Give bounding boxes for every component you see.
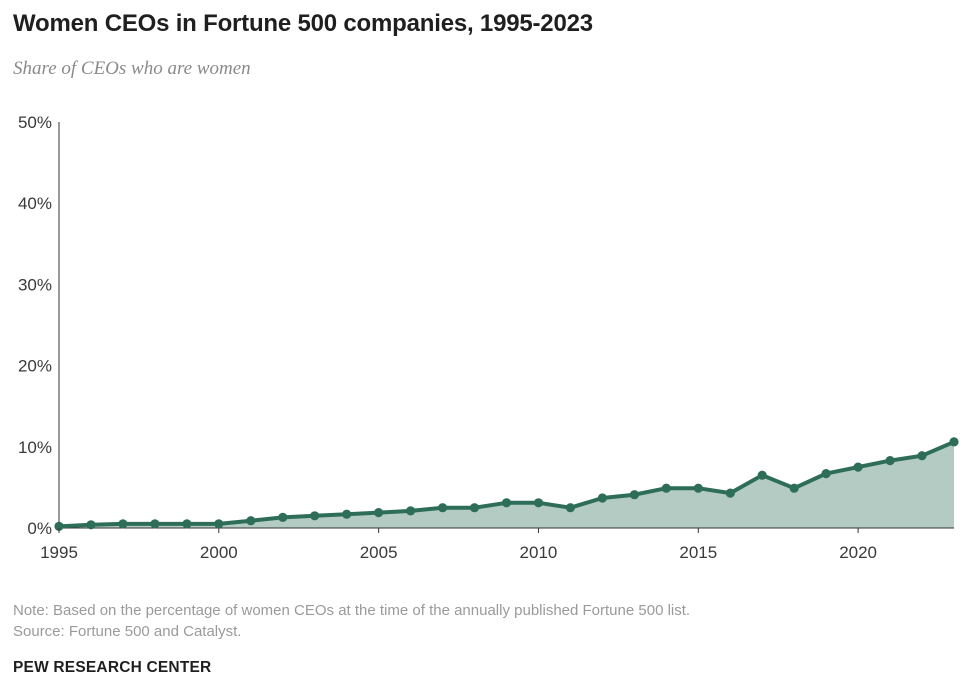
y-tick-label: 0% bbox=[27, 519, 52, 538]
x-tick-label: 1995 bbox=[40, 543, 78, 562]
data-point-2006 bbox=[406, 506, 416, 516]
data-point-2002 bbox=[278, 512, 288, 522]
data-point-2021 bbox=[885, 456, 895, 466]
x-tick-label: 2000 bbox=[200, 543, 238, 562]
data-point-2016 bbox=[725, 488, 735, 498]
chart-notes: Note: Based on the percentage of women C… bbox=[13, 600, 690, 642]
data-point-2015 bbox=[693, 483, 703, 493]
source-text: Source: Fortune 500 and Catalyst. bbox=[13, 623, 242, 640]
data-point-2008 bbox=[469, 503, 480, 513]
data-point-2009 bbox=[501, 498, 512, 508]
data-point-2011 bbox=[565, 503, 576, 513]
data-point-2003 bbox=[310, 511, 320, 521]
data-point-2014 bbox=[661, 483, 671, 493]
data-point-1996 bbox=[86, 520, 96, 530]
y-tick-label: 10% bbox=[18, 438, 52, 457]
data-point-2001 bbox=[246, 516, 256, 526]
brand-label: PEW RESEARCH CENTER bbox=[13, 659, 212, 676]
chart-title: Women CEOs in Fortune 500 companies, 199… bbox=[13, 10, 593, 37]
data-point-2005 bbox=[374, 508, 384, 518]
data-point-2017 bbox=[757, 470, 767, 480]
y-tick-label: 20% bbox=[18, 357, 52, 376]
data-point-2013 bbox=[629, 490, 640, 500]
x-tick-label: 2010 bbox=[520, 543, 558, 562]
data-point-1997 bbox=[118, 519, 128, 529]
data-point-2000 bbox=[214, 519, 224, 529]
y-tick-label: 50% bbox=[18, 113, 52, 132]
data-point-2010 bbox=[533, 498, 544, 508]
data-point-2019 bbox=[821, 469, 831, 479]
data-point-1999 bbox=[182, 519, 192, 529]
line-area-chart: 0% 10% 20% 30% 40% 50% 1995 2000 2005 2010 2015 202… bbox=[18, 113, 959, 562]
note-text: Note: Based on the percentage of women C… bbox=[13, 602, 691, 619]
data-point-1998 bbox=[150, 519, 160, 529]
y-tick-label: 40% bbox=[18, 194, 52, 213]
y-tick-label: 30% bbox=[18, 275, 52, 294]
data-point-2018 bbox=[789, 483, 799, 493]
data-point-1995 bbox=[54, 521, 64, 531]
data-point-2012 bbox=[597, 493, 608, 503]
chart-subtitle: Share of CEOs who are women bbox=[13, 58, 251, 79]
x-tick-label: 2005 bbox=[360, 543, 398, 562]
data-point-2020 bbox=[853, 462, 863, 472]
x-tick-label: 2020 bbox=[839, 543, 877, 562]
area-fill bbox=[59, 441, 954, 528]
x-tick-label: 2015 bbox=[679, 543, 717, 562]
data-point-2023 bbox=[949, 437, 959, 447]
data-point-2022 bbox=[917, 451, 927, 461]
data-point-2007 bbox=[438, 503, 448, 513]
data-point-2004 bbox=[342, 509, 352, 519]
